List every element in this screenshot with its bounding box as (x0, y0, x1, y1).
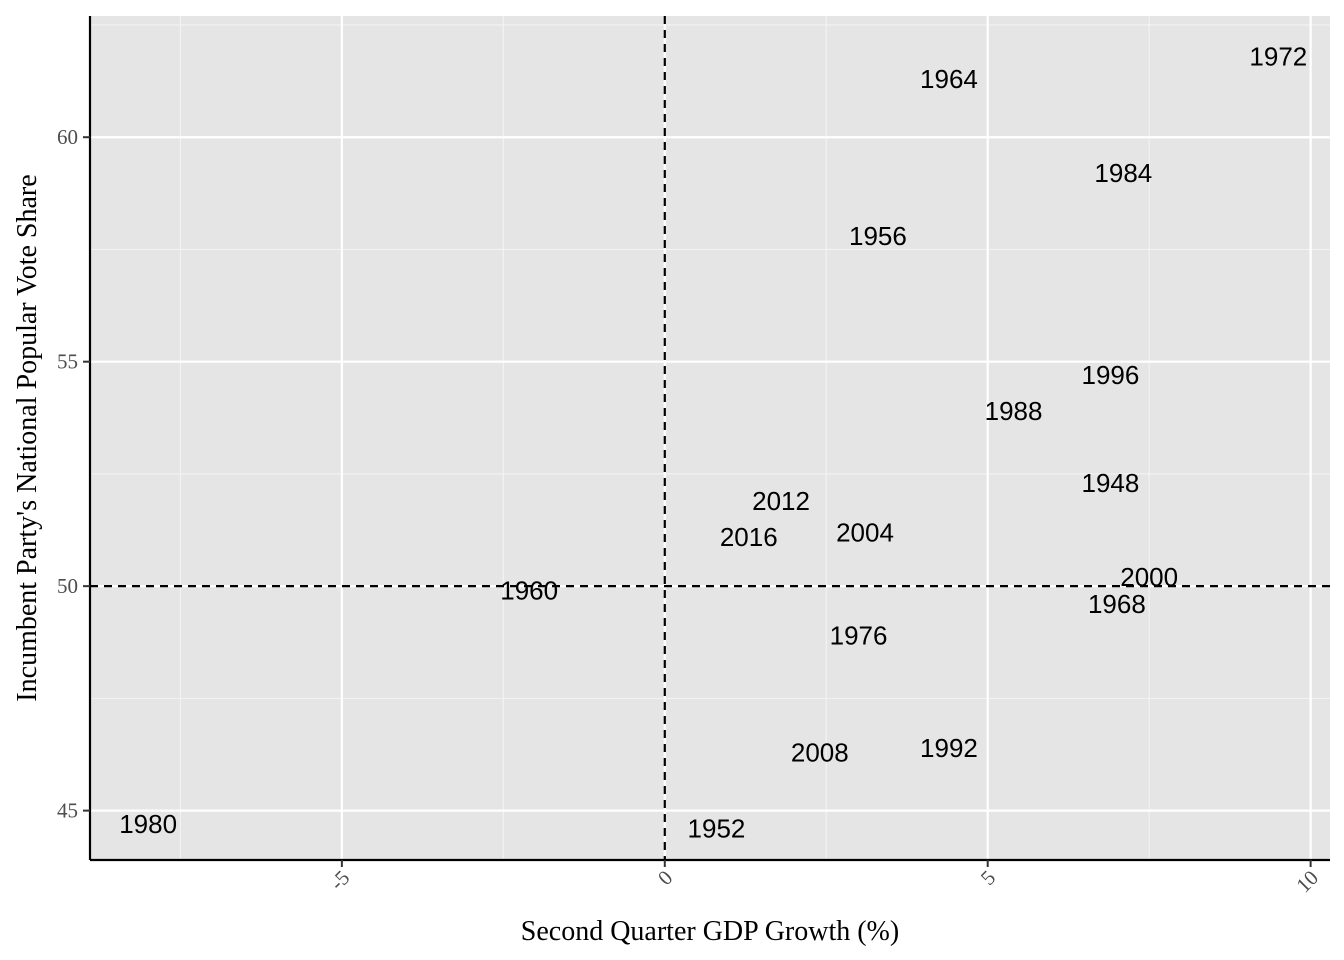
plot-panel (90, 16, 1330, 860)
point-label-1956: 1956 (849, 221, 907, 251)
y-tick-label: 55 (57, 350, 78, 374)
point-label-1960: 1960 (500, 576, 558, 606)
point-label-2000: 2000 (1120, 562, 1178, 592)
point-label-1984: 1984 (1094, 158, 1152, 188)
point-label-2016: 2016 (720, 522, 778, 552)
point-label-1992: 1992 (920, 733, 978, 763)
x-tick-label: 0 (653, 866, 677, 890)
minor-gridlines (90, 16, 1330, 860)
x-tick-label: 5 (976, 866, 1000, 890)
point-label-1996: 1996 (1081, 360, 1139, 390)
point-label-1972: 1972 (1249, 41, 1307, 71)
y-tick-label: 50 (57, 574, 78, 598)
y-axis-title: Incumbent Party's National Popular Vote … (12, 174, 43, 701)
point-label-1976: 1976 (830, 621, 888, 651)
x-tick-label: 10 (1291, 866, 1323, 898)
y-axis-ticks: 45 50 55 60 (57, 125, 90, 823)
point-label-1964: 1964 (920, 64, 978, 94)
point-label-1988: 1988 (985, 396, 1043, 426)
point-label-1968: 1968 (1088, 589, 1146, 619)
point-label-2012: 2012 (752, 486, 810, 516)
point-label-2004: 2004 (836, 517, 894, 547)
point-label-1948: 1948 (1081, 468, 1139, 498)
point-label-2008: 2008 (791, 737, 849, 767)
x-axis-ticks: -5 0 5 10 (325, 860, 1323, 897)
point-label-1980: 1980 (119, 809, 177, 839)
x-axis-title: Second Quarter GDP Growth (%) (521, 916, 899, 947)
x-tick-label: -5 (325, 866, 354, 895)
point-label-1952: 1952 (688, 814, 746, 844)
y-tick-label: 60 (57, 125, 78, 149)
y-tick-label: 45 (57, 799, 78, 823)
point-labels: 1948 1952 1956 1960 1964 1968 1972 1976 1980 1984… (119, 41, 1307, 843)
